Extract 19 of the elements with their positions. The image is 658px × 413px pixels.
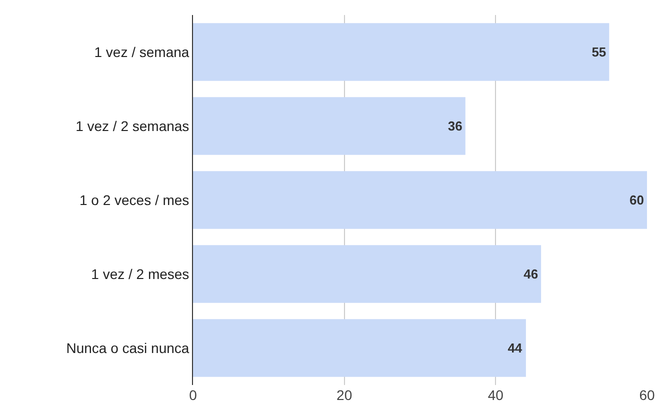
bar [193, 97, 466, 155]
data-label: 36 [448, 118, 462, 134]
bar [193, 319, 526, 377]
bar [193, 245, 542, 303]
x-tick-label: 20 [336, 387, 352, 403]
bar [193, 23, 610, 81]
data-label: 60 [630, 192, 644, 208]
y-tick-label: 1 o 2 veces / mes [79, 192, 190, 208]
data-label: 46 [524, 266, 538, 282]
x-tick-label: 60 [639, 387, 655, 403]
x-tick-label: 0 [189, 387, 198, 403]
y-tick-label: 1 vez / 2 meses [91, 266, 190, 282]
y-tick-label: Nunca o casi nunca [66, 340, 190, 356]
y-tick-label: 1 vez / semana [94, 44, 190, 60]
x-tick-label: 40 [488, 387, 504, 403]
bar [193, 171, 647, 229]
data-label: 55 [592, 44, 606, 60]
data-label: 44 [508, 340, 523, 356]
y-tick-label: 1 vez / 2 semanas [76, 118, 190, 134]
